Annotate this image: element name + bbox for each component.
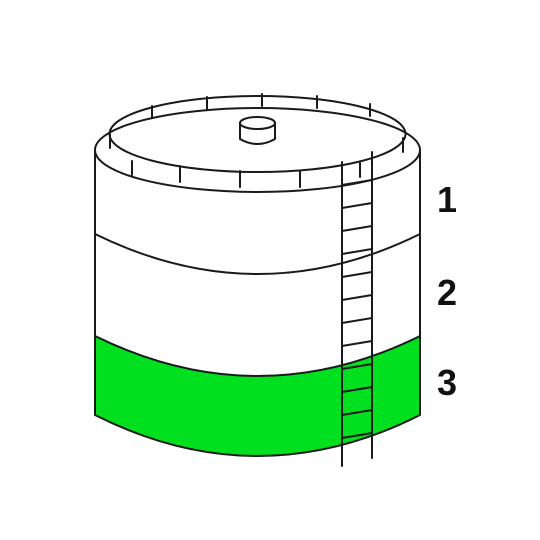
roof-vent bbox=[239, 116, 276, 145]
level-divider-2-3 bbox=[94, 335, 421, 377]
level-label-1: 1 bbox=[436, 179, 458, 220]
level-divider-1-2 bbox=[94, 233, 421, 275]
level-label-2: 2 bbox=[436, 272, 458, 313]
tank-top-rim bbox=[94, 107, 421, 193]
tank-body bbox=[94, 149, 421, 457]
level-label-3: 3 bbox=[436, 362, 458, 403]
guardrail-posts bbox=[109, 93, 404, 188]
ladder bbox=[341, 151, 373, 467]
